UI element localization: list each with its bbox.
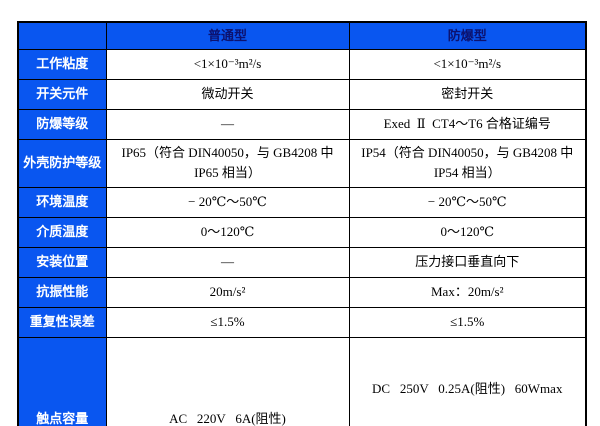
ex-value: IP54（符合 DIN40050，与 GB4208 中 IP54 相当）: [348, 138, 587, 188]
column-header-normal: 普通型: [105, 21, 350, 50]
row-label: 工作粘度: [17, 48, 107, 80]
table-row-mounting-position: 安装位置 — 压力接口垂直向下: [17, 246, 587, 278]
table-row-switch-element: 开关元件 微动开关 密封开关: [17, 78, 587, 110]
table-row-vibration-resistance: 抗振性能 20m/s² Max：20m/s²: [17, 276, 587, 308]
row-label: 安装位置: [17, 246, 107, 278]
row-label: 抗振性能: [17, 276, 107, 308]
ex-value-line-dc: DC 250V 0.25A(阻性) 60Wmax: [372, 380, 563, 396]
normal-value: 20m/s²: [105, 276, 350, 308]
row-label: 重复性误差: [17, 306, 107, 338]
table-row-enclosure-protection: 外壳防护等级 IP65（符合 DIN40050，与 GB4208 中 IP65 …: [17, 138, 587, 188]
ex-value: 密封开关: [348, 78, 587, 110]
spec-table: 普通型 防爆型 工作粘度 <1×10⁻³m²/s <1×10⁻³m²/s 开关元…: [17, 21, 587, 426]
row-label: 外壳防护等级: [17, 138, 107, 188]
row-label: 防爆等级: [17, 108, 107, 140]
ex-value: Exed Ⅱ CT4～T6 合格证编号: [348, 108, 587, 140]
normal-value: 0～120℃: [105, 216, 350, 248]
table-row-ambient-temperature: 环境温度 − 20℃～50℃ − 20℃～50℃: [17, 186, 587, 218]
ex-value: 压力接口垂直向下: [348, 246, 587, 278]
ex-value: ≤1.5%: [348, 306, 587, 338]
table-row-contact-capacity: 触点容量 AC 220V 6A(阻性) DC 250V 0.25A(阻性) 60…: [17, 336, 587, 426]
table-row-medium-temperature: 介质温度 0～120℃ 0～120℃: [17, 216, 587, 248]
ex-value: <1×10⁻³m²/s: [348, 48, 587, 80]
normal-value: —: [105, 246, 350, 278]
normal-value: AC 220V 6A(阻性): [105, 336, 350, 426]
column-header-explosion-proof: 防爆型: [348, 21, 587, 50]
row-label: 开关元件: [17, 78, 107, 110]
normal-value: ≤1.5%: [105, 306, 350, 338]
normal-value: —: [105, 108, 350, 140]
table-header-row: 普通型 防爆型: [17, 21, 587, 50]
table-row-repeatability-error: 重复性误差 ≤1.5% ≤1.5%: [17, 306, 587, 338]
normal-value: IP65（符合 DIN40050，与 GB4208 中 IP65 相当）: [105, 138, 350, 188]
ex-value: − 20℃～50℃: [348, 186, 587, 218]
normal-value: 微动开关: [105, 78, 350, 110]
corner-cell: [17, 21, 107, 50]
row-label: 环境温度: [17, 186, 107, 218]
ex-value: 0～120℃: [348, 216, 587, 248]
table-row-working-viscosity: 工作粘度 <1×10⁻³m²/s <1×10⁻³m²/s: [17, 48, 587, 80]
row-label: 介质温度: [17, 216, 107, 248]
ex-value: DC 250V 0.25A(阻性) 60Wmax AC 250V 5A(阻性) …: [348, 336, 587, 426]
normal-value: − 20℃～50℃: [105, 186, 350, 218]
row-label: 触点容量: [17, 336, 107, 426]
ex-value: Max：20m/s²: [348, 276, 587, 308]
normal-value: <1×10⁻³m²/s: [105, 48, 350, 80]
table-row-explosion-proof-grade: 防爆等级 — Exed Ⅱ CT4～T6 合格证编号: [17, 108, 587, 140]
